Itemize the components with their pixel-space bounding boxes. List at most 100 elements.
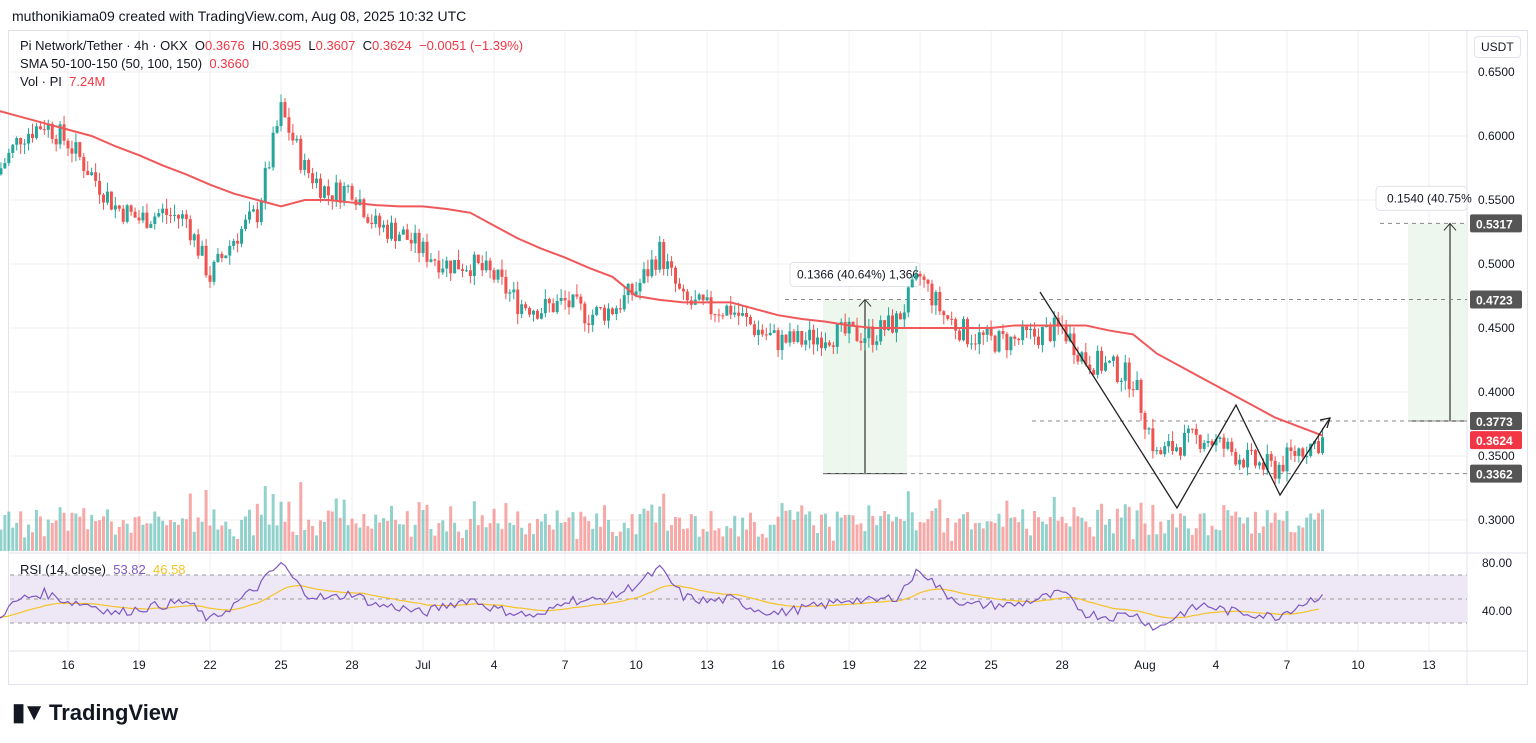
candle-body bbox=[247, 211, 251, 220]
volume-bar bbox=[737, 536, 741, 551]
candle-body bbox=[551, 303, 555, 313]
candle-body bbox=[1182, 432, 1186, 456]
candle-body bbox=[393, 222, 397, 242]
candle-body bbox=[879, 320, 883, 342]
candle-body bbox=[1021, 326, 1025, 341]
candle-body bbox=[173, 214, 177, 216]
volume-bar bbox=[780, 503, 784, 551]
rsi-signal-value: 46.58 bbox=[153, 562, 186, 577]
volume-bar bbox=[1092, 536, 1096, 551]
volume-bar bbox=[267, 524, 271, 551]
volume-bar bbox=[571, 512, 575, 551]
candle-body bbox=[228, 245, 232, 256]
rsi-legend: RSI (14, close) 53.82 46.58 bbox=[20, 562, 186, 577]
volume-bar bbox=[721, 536, 725, 551]
candle-body bbox=[405, 229, 409, 240]
price-label: 0.4723 bbox=[1476, 293, 1513, 307]
candle-body bbox=[701, 294, 705, 301]
candle-body bbox=[208, 275, 212, 282]
volume-bar bbox=[496, 523, 500, 551]
time-tick-label: 10 bbox=[629, 658, 643, 672]
candle-body bbox=[184, 214, 188, 220]
candle-body bbox=[1253, 450, 1257, 466]
price-tick-label: 0.6500 bbox=[1478, 65, 1515, 79]
volume-bar bbox=[1076, 516, 1080, 551]
candle-body bbox=[871, 326, 875, 345]
candle-body bbox=[137, 217, 141, 221]
candle-body bbox=[1088, 364, 1092, 370]
volume-bar bbox=[330, 511, 334, 551]
measure-label: 0.1540 (40.75% bbox=[1387, 191, 1472, 205]
candle-body bbox=[717, 314, 721, 316]
volume-bar bbox=[1115, 508, 1119, 551]
sma-label[interactable]: SMA 50-100-150 (50, 100, 150) bbox=[20, 56, 203, 71]
volume-bar bbox=[176, 524, 180, 551]
candle-body bbox=[985, 328, 989, 335]
volume-bar bbox=[153, 511, 157, 551]
volume-bar bbox=[816, 533, 820, 551]
rsi-label[interactable]: RSI (14, close) bbox=[20, 562, 106, 577]
volume-bar bbox=[232, 536, 236, 551]
candle-body bbox=[587, 323, 591, 325]
price-tick-label: 0.4000 bbox=[1478, 385, 1515, 399]
candle-body bbox=[224, 255, 228, 258]
candle-body bbox=[86, 171, 90, 176]
volume-bar bbox=[208, 525, 212, 551]
volume-bar bbox=[393, 519, 397, 551]
candle-body bbox=[642, 269, 646, 283]
time-tick-label: 4 bbox=[1213, 658, 1220, 672]
candle-body bbox=[433, 259, 437, 261]
candle-body bbox=[618, 308, 622, 310]
candle-body bbox=[614, 308, 618, 315]
volume-bar bbox=[169, 520, 173, 551]
volume-bar bbox=[800, 505, 804, 551]
volume-bar bbox=[98, 520, 102, 551]
candle-body bbox=[847, 321, 851, 334]
rsi-line bbox=[0, 561, 1323, 631]
candle-body bbox=[784, 334, 788, 343]
candle-body bbox=[796, 331, 800, 342]
volume-bar bbox=[27, 524, 31, 551]
candle-body bbox=[1309, 443, 1313, 457]
volume-bar bbox=[713, 530, 717, 551]
candle-body bbox=[1048, 324, 1052, 342]
volume-label[interactable]: Vol · PI bbox=[20, 74, 62, 89]
candle-body bbox=[997, 331, 1001, 352]
volume-bar bbox=[772, 524, 776, 551]
volume-bar bbox=[1100, 503, 1104, 551]
symbol-name[interactable]: Pi Network/Tether · 4h · OKX bbox=[20, 38, 188, 53]
candle-body bbox=[630, 283, 634, 295]
volume-bar bbox=[378, 522, 382, 551]
volume-bar bbox=[1273, 512, 1277, 551]
candle-body bbox=[401, 229, 405, 235]
candle-body bbox=[488, 260, 492, 271]
candle-body bbox=[1072, 333, 1076, 356]
candle-body bbox=[397, 234, 401, 242]
volume-bar bbox=[1317, 513, 1321, 551]
volume-bar bbox=[251, 535, 255, 551]
volume-bar bbox=[1309, 513, 1313, 551]
volume-bar bbox=[808, 511, 812, 551]
volume-bar bbox=[283, 521, 287, 551]
volume-bar bbox=[1009, 517, 1013, 551]
volume-bar bbox=[1123, 504, 1127, 551]
candle-body bbox=[973, 343, 977, 345]
volume-bar bbox=[1238, 517, 1242, 551]
volume-bar bbox=[752, 522, 756, 551]
candle-body bbox=[1293, 450, 1297, 456]
candle-body bbox=[102, 194, 106, 203]
currency-button[interactable]: USDT bbox=[1474, 36, 1521, 58]
candle-body bbox=[516, 289, 520, 315]
rsi-tick-label: 80.00 bbox=[1482, 556, 1512, 570]
volume-bar bbox=[646, 510, 650, 551]
symbol-legend: Pi Network/Tether · 4h · OKX O0.3676 H0.… bbox=[20, 37, 523, 91]
volume-bar bbox=[1036, 517, 1040, 551]
volume-bar bbox=[1060, 516, 1064, 551]
candle-body bbox=[240, 228, 244, 244]
volume-bar bbox=[42, 536, 46, 551]
volume-bar bbox=[1265, 510, 1269, 551]
volume-bar bbox=[374, 514, 378, 551]
volume-bar bbox=[1257, 532, 1261, 551]
change-value: −0.0051 (−1.39%) bbox=[419, 38, 524, 53]
